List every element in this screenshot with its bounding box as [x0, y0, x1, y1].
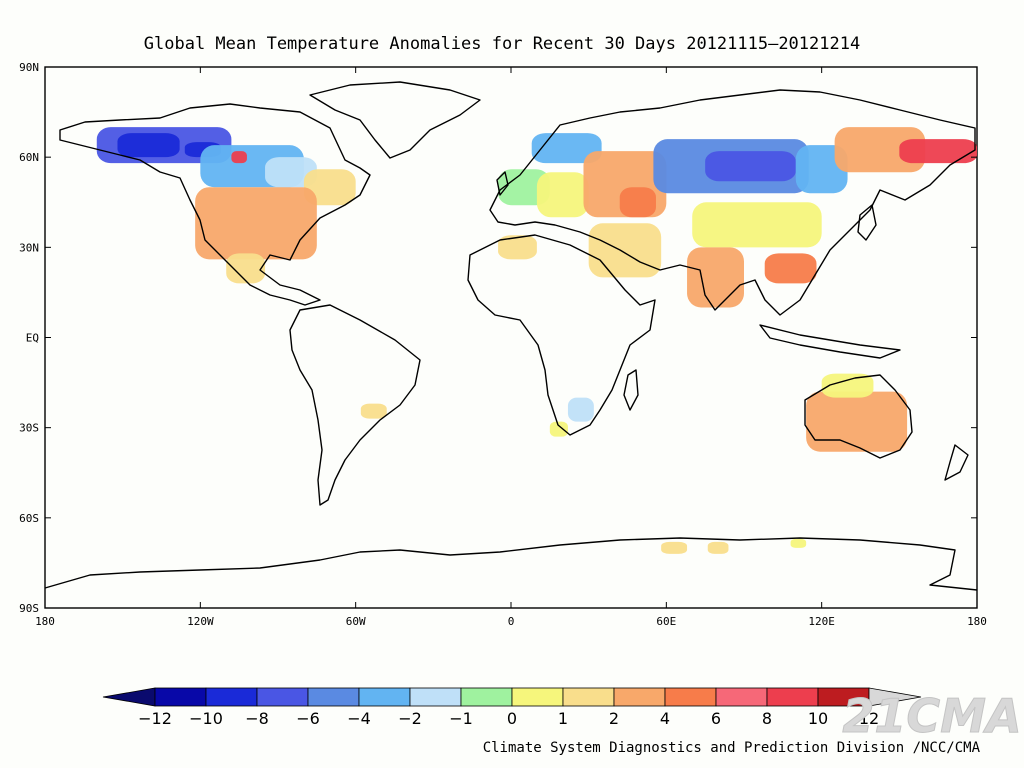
- lon-label: 60W: [346, 615, 366, 628]
- colorbar-bin: [613, 687, 666, 707]
- anomaly-region-antarctic-coast-2: [707, 541, 729, 554]
- colorbar-bin: [358, 687, 411, 707]
- lat-label: 60N: [19, 151, 39, 164]
- lat-label: 30S: [19, 422, 39, 435]
- anomaly-region-caspian-warm: [619, 187, 656, 218]
- anomaly-region-scandinavia: [531, 133, 602, 164]
- cma-logo-watermark: 21CMA: [842, 689, 1021, 743]
- colorbar-tick-label: −2: [398, 709, 422, 728]
- colorbar-tick-label: 10: [808, 709, 828, 728]
- lat-label: 90S: [19, 602, 39, 615]
- lon-label: 120E: [808, 615, 835, 628]
- anomaly-region-australia: [806, 391, 908, 452]
- credit-line: Climate System Diagnostics and Predictio…: [483, 740, 981, 756]
- anomaly-region-antarctic-coast-1: [661, 541, 688, 554]
- coastline-new-zealand: [944, 444, 969, 481]
- anomaly-region-usa: [195, 187, 317, 260]
- anomaly-region-canada-warm-spot: [231, 151, 247, 164]
- colorbar-bin: [256, 687, 309, 707]
- colorbar-upper-arrow: [868, 687, 922, 707]
- colorbar-bin: [460, 687, 513, 707]
- colorbar-tick-label: 12: [859, 709, 879, 728]
- colorbar-tick-label: 8: [762, 709, 772, 728]
- anomaly-region-middle-east: [588, 223, 662, 278]
- coastline-madagascar: [623, 369, 639, 411]
- lon-label: 0: [508, 615, 515, 628]
- lon-label: 120W: [187, 615, 214, 628]
- anomaly-region-south-china-warm: [764, 253, 817, 284]
- lon-label: 180: [967, 615, 987, 628]
- anomaly-region-europe-west: [498, 169, 550, 206]
- anomaly-region-alaska-core: [117, 133, 180, 158]
- colorbar-tick-label: −10: [189, 709, 223, 728]
- coastline-uk: [496, 171, 509, 196]
- colorbar-tick-label: −6: [296, 709, 320, 728]
- anomaly-region-kamchatka-hot: [899, 139, 977, 164]
- colorbar-bin: [409, 687, 462, 707]
- anomaly-region-europe-central: [536, 172, 589, 218]
- anomaly-region-east-canada: [303, 169, 356, 206]
- lat-label: EQ: [26, 332, 39, 345]
- coastline-layer: [44, 81, 978, 591]
- anomaly-region-southern-africa-tip: [549, 421, 568, 437]
- anomaly-region-china-north: [692, 202, 822, 248]
- colorbar-lower-arrow: [102, 687, 156, 707]
- lon-label: 60E: [656, 615, 676, 628]
- anomaly-region-hudson-area: [265, 157, 317, 188]
- anomaly-region-india: [687, 247, 744, 308]
- anomaly-region-southern-africa: [567, 397, 594, 422]
- map-title: Global Mean Temperature Anomalies for Re…: [144, 34, 860, 54]
- coastline-indonesia: [759, 324, 901, 359]
- lat-label: 60S: [19, 512, 39, 525]
- colorbar-tick-label: −4: [347, 709, 371, 728]
- anomaly-region-mexico: [226, 253, 266, 284]
- coastline-australia: [804, 374, 913, 459]
- colorbar-bin: [205, 687, 258, 707]
- anomaly-layer: [96, 127, 977, 554]
- colorbar-bin: [562, 687, 615, 707]
- colorbar-bin: [511, 687, 564, 707]
- coastline-africa: [467, 234, 656, 436]
- anomaly-region-antarctic-coast-3: [790, 538, 807, 548]
- coastline-north-america: [59, 103, 371, 306]
- colorbar-bin: [664, 687, 717, 707]
- lat-label: 90N: [19, 61, 39, 74]
- colorbar-tick-label: 0: [507, 709, 517, 728]
- lat-label: 30N: [19, 241, 39, 254]
- colorbar-tick-label: 1: [558, 709, 568, 728]
- colorbar-bin: [154, 687, 207, 707]
- coastline-greenland: [309, 81, 481, 159]
- anomaly-region-north-africa: [498, 235, 537, 260]
- anomaly-region-australia-north: [821, 373, 874, 398]
- colorbar: −12 −10 −8 −6 −4 −2 −1 0 1 2 4 6 8 10 12: [102, 687, 922, 728]
- colorbar-tick-label: 2: [609, 709, 619, 728]
- lon-label: 180: [35, 615, 55, 628]
- colorbar-tick-label: −8: [245, 709, 269, 728]
- coastline-south-america: [289, 304, 421, 506]
- colorbar-bin: [766, 687, 819, 707]
- anomaly-region-brazil-south: [360, 403, 387, 419]
- coastline-japan: [857, 204, 877, 241]
- colorbar-tick-label: −1: [449, 709, 473, 728]
- anomaly-region-central-siberia-core: [705, 151, 796, 182]
- coastline-eurasia: [489, 89, 976, 316]
- colorbar-bin: [715, 687, 768, 707]
- colorbar-tick-label: 4: [660, 709, 670, 728]
- anomaly-region-ne-siberia: [834, 127, 926, 173]
- colorbar-bin: [307, 687, 360, 707]
- colorbar-tick-label: 6: [711, 709, 721, 728]
- coastline-antarctica: [44, 537, 978, 591]
- colorbar-tick-label: −12: [138, 709, 172, 728]
